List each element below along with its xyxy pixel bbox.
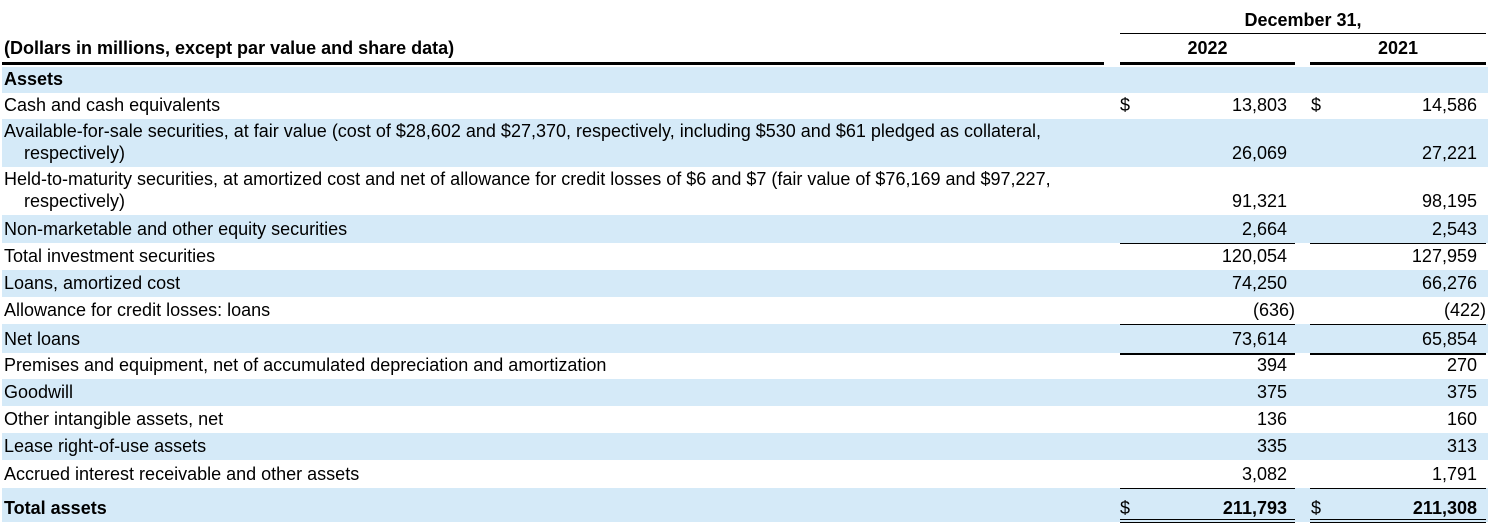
subtotal-rule [1310,353,1486,355]
value-2022: (636) [1252,300,1295,320]
row-label: Allowance for credit losses: loans [4,300,271,320]
value-2021: 27,221 [1421,143,1477,163]
table-row: Total investment securities 120,054 127,95… [0,243,1500,270]
value-2022: 74,250 [1231,273,1287,293]
year-header-2022: 2022 [1187,38,1228,58]
row-label: Premises and equipment, net of accumulat… [4,355,607,375]
table-row: Assets [0,67,1500,93]
value-2021: 270 [1446,355,1477,375]
value-2021: 211,308 [1412,498,1477,518]
row-label: Total assets [4,498,107,518]
row-label: Lease right-of-use assets [4,436,207,456]
value-2022: 335 [1256,436,1287,456]
table-row: Allowance for credit losses: loans (636) (… [0,297,1500,324]
table-row: Cash and cash equivalents $ $13,803 14,586 [0,93,1500,119]
value-2022: 73,614 [1231,329,1287,349]
subtotal-rule [1310,324,1486,325]
value-2022: 13,803 [1231,95,1287,115]
value-2022: 211,793 [1222,498,1287,518]
value-2021: (422) [1443,300,1486,320]
header-rule [1120,62,1295,65]
row-label-line: Available-for-sale securities, at fair v… [4,121,1041,141]
table-body: Assets Cash and cash equivalents $ $13,803 1… [0,67,1500,523]
row-label-continuation: respectively) [24,143,126,163]
subtotal-rule [1310,488,1486,489]
value-2022: 3,082 [1241,464,1287,484]
row-label-continuation: respectively) [24,191,126,211]
table-row: Premises and equipment, net of accumulat… [0,353,1500,379]
subtotal-rule [1120,324,1295,325]
row-label: Other intangible assets, net [4,409,224,429]
row-label: Total investment securities [4,246,216,266]
currency-symbol: $ [1120,498,1131,518]
value-2021: 127,959 [1411,246,1477,266]
table-row: Other intangible assets, net 136 160 [0,406,1500,433]
row-label: Loans, amortized cost [4,273,181,293]
subtotal-rule [1120,243,1295,244]
currency-symbol: $ [1311,498,1322,518]
table-row: Accrued interest receivable and other as… [0,460,1500,488]
period-title: December 31, [1244,10,1362,30]
value-2022: 2,664 [1241,219,1287,239]
value-2021: 375 [1446,382,1477,402]
row-label: Available-for-sale securities, at fair v… [4,120,1094,164]
value-2022: 91,321 [1231,191,1287,211]
units-label: (Dollars in millions, except par value a… [4,38,455,58]
currency-symbol: $ [1120,95,1131,115]
row-label: Net loans [4,329,81,349]
row-label: Non-marketable and other equity securiti… [4,219,348,239]
table-row: Loans, amortized cost 74,250 66,276 [0,270,1500,297]
year-header-2021: 2021 [1377,38,1419,58]
value-2021: 14,586 [1421,95,1477,115]
table-row: Total assets $ $211,793 211,308 [0,488,1500,523]
row-label-line: Held-to-maturity securities, at amortize… [4,169,1051,189]
value-2021: 98,195 [1421,191,1477,211]
row-label: Assets [4,69,64,89]
row-label: Accrued interest receivable and other as… [4,464,360,484]
table-row: Goodwill 375 375 [0,379,1500,406]
row-label: Cash and cash equivalents [4,95,221,115]
subtotal-rule [1120,488,1295,489]
value-2022: 375 [1256,382,1287,402]
total-double-rule [1120,519,1295,523]
header-rule [1310,62,1486,65]
currency-symbol: $ [1311,95,1322,115]
row-label: Held-to-maturity securities, at amortize… [4,168,1094,212]
value-2022: 26,069 [1231,143,1287,163]
value-2021: 65,854 [1421,329,1477,349]
table-row: Non-marketable and other equity securiti… [0,215,1500,243]
value-2022: 394 [1256,355,1287,375]
table-row: Held-to-maturity securities, at amortize… [0,167,1500,215]
value-2021: 160 [1446,409,1477,429]
value-2022: 120,054 [1221,246,1287,266]
row-label: Goodwill [4,382,74,402]
value-2021: 313 [1446,436,1477,456]
header-rule [2,62,1104,65]
subtotal-rule [1120,353,1295,355]
value-2021: 2,543 [1431,219,1477,239]
period-rule [1120,33,1486,34]
value-2022: 136 [1256,409,1287,429]
table-row: Lease right-of-use assets 335 313 [0,433,1500,460]
value-2021: 66,276 [1421,273,1477,293]
value-2021: 1,791 [1431,464,1477,484]
subtotal-rule [1310,243,1486,244]
table-row: Available-for-sale securities, at fair v… [0,119,1500,167]
total-double-rule [1310,519,1486,523]
table-row: Net loans 73,614 65,854 [0,324,1500,353]
